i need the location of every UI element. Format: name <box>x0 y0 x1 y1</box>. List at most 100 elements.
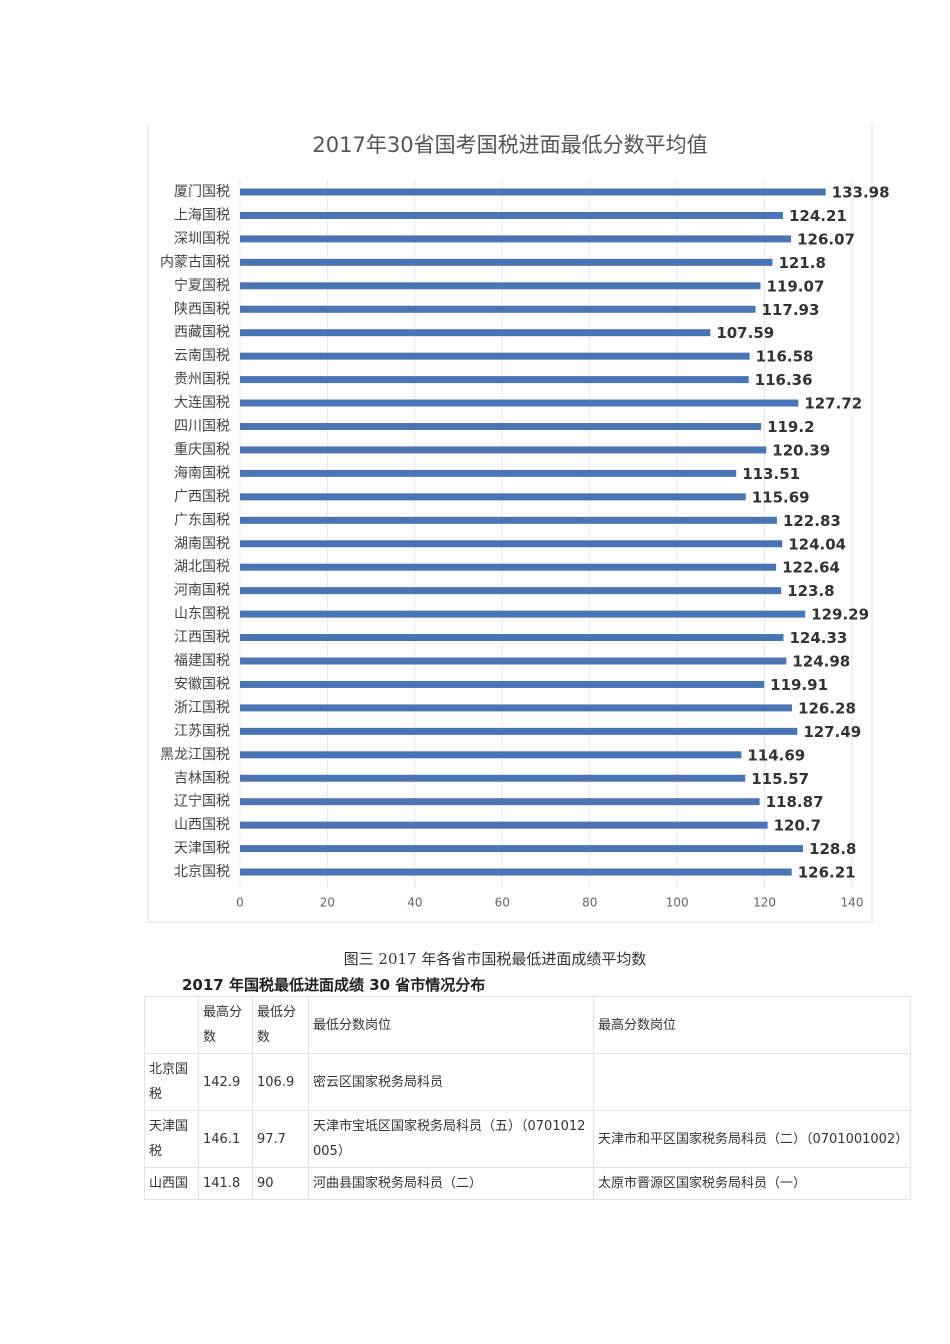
y-tick-label: 福建国税 <box>174 653 230 669</box>
chart: 2017年30省国考国税进面最低分数平均值 0 20 40 60 80 100 120 140… <box>147 125 890 923</box>
y-tick-label: 广西国税 <box>174 489 230 505</box>
y-tick-label: 山西国税 <box>174 817 230 833</box>
value-label: 127.49 <box>803 723 861 741</box>
y-tick-label: 深圳国税 <box>174 231 230 247</box>
y-tick-label: 浙江国税 <box>174 700 230 716</box>
bar <box>240 305 756 313</box>
header-cell: 最高分数 <box>198 996 253 1054</box>
value-label: 123.8 <box>787 582 834 600</box>
bar <box>240 657 787 665</box>
value-label: 127.72 <box>804 395 862 413</box>
y-tick-label: 宁夏国税 <box>174 277 230 294</box>
header-cell: 最高分数岗位 <box>593 996 911 1054</box>
bar <box>240 587 782 595</box>
y-tick-label: 湖南国税 <box>174 536 230 552</box>
x-tick-label: 120 <box>753 896 776 910</box>
value-label: 124.04 <box>788 535 846 553</box>
x-tick-label: 140 <box>841 896 864 910</box>
y-tick-label: 陕西国税 <box>174 301 230 317</box>
y-tick-label: 四川国税 <box>174 419 230 435</box>
y-tick-label: 内蒙古国税 <box>160 254 230 270</box>
bar <box>240 282 761 290</box>
bar <box>240 704 793 712</box>
cell: 106.9 <box>252 1053 309 1111</box>
value-label: 118.87 <box>766 793 824 811</box>
chart-title: 2017年30省国考国税进面最低分数平均值 <box>312 133 707 157</box>
y-tick-label: 大连国税 <box>174 395 230 411</box>
value-label: 117.93 <box>762 301 820 319</box>
bar <box>240 821 768 829</box>
bar <box>240 399 799 407</box>
cell <box>144 996 199 1054</box>
header-cell: 最低分数 <box>252 996 309 1054</box>
bar <box>240 211 783 219</box>
x-tick-label: 20 <box>320 896 335 910</box>
value-label: 129.29 <box>811 606 869 624</box>
value-label: 116.58 <box>756 348 814 366</box>
value-label: 119.91 <box>770 676 828 694</box>
x-tick-label: 60 <box>495 896 510 910</box>
value-label: 126.21 <box>798 864 856 882</box>
cell: 太原市晋源区国家税务局科员（一） <box>593 1167 911 1200</box>
cell: 天津国税 <box>144 1110 199 1168</box>
bar <box>240 634 784 642</box>
value-label: 124.21 <box>789 207 847 225</box>
bar <box>240 845 804 853</box>
y-tick-label: 辽宁国税 <box>174 793 230 810</box>
y-tick-label: 山东国税 <box>174 606 230 622</box>
cell: 97.7 <box>252 1110 309 1168</box>
cell: 天津市宝坻区国家税务局科员（五）（0701012005） <box>308 1110 594 1168</box>
y-tick-label: 江苏国税 <box>174 723 230 739</box>
x-tick-label: 100 <box>666 896 689 910</box>
y-tick-label: 河南国税 <box>174 583 230 599</box>
value-label: 124.33 <box>789 629 847 647</box>
value-label: 122.83 <box>783 512 841 530</box>
cell: 146.1 <box>198 1110 253 1168</box>
subtitle: 2017 年国税最低进面成绩 30 省市情况分布 <box>182 976 486 994</box>
cell: 河曲县国家税务局科员（二） <box>308 1167 594 1200</box>
value-label: 116.36 <box>755 371 813 389</box>
value-label: 115.69 <box>752 488 810 506</box>
bar <box>240 563 777 571</box>
bar <box>240 446 767 454</box>
cell: 90 <box>252 1167 309 1200</box>
row: 北京国税 142.9 106.9 密云区国家税务局科员 <box>144 1053 911 1111</box>
row: 山西国 141.8 90 河曲县国家税务局科员（二） 太原市晋源区国家税务局科员… <box>144 1167 911 1200</box>
bar <box>240 727 798 735</box>
value-label: 126.28 <box>798 699 856 717</box>
value-label: 120.39 <box>772 441 830 459</box>
bar <box>240 329 711 337</box>
cell: 山西国 <box>144 1167 199 1200</box>
y-tick-label: 北京国税 <box>174 864 230 880</box>
cell: 141.8 <box>198 1167 253 1200</box>
y-tick-label: 广东国税 <box>174 512 230 528</box>
value-label: 126.07 <box>797 230 855 248</box>
y-tick-label: 湖北国税 <box>174 559 230 575</box>
bar <box>240 774 746 782</box>
bar <box>240 469 737 477</box>
y-tick-label: 江西国税 <box>174 630 230 646</box>
bar <box>240 540 783 548</box>
x-tick-label: 40 <box>407 896 422 910</box>
value-label: 119.2 <box>767 418 814 436</box>
y-tick-label: 黑龙江国税 <box>160 747 230 763</box>
bar <box>240 610 806 618</box>
value-label: 119.07 <box>767 277 825 295</box>
header-row: 最高分数 最低分数 最低分数岗位 最高分数岗位 <box>144 996 911 1054</box>
value-label: 107.59 <box>716 324 774 342</box>
y-tick-label: 西藏国税 <box>174 325 230 341</box>
bar <box>240 258 773 266</box>
y-tick-label: 云南国税 <box>174 348 230 364</box>
bar <box>240 376 749 384</box>
x-tick-label: 0 <box>236 896 244 910</box>
bar <box>240 798 760 806</box>
bar <box>240 751 742 759</box>
table: 最高分数 最低分数 最低分数岗位 最高分数岗位 北京国税 142.9 106.9… <box>144 996 911 1200</box>
header-cell: 最低分数岗位 <box>308 996 594 1054</box>
bar <box>240 680 765 688</box>
y-tick-label: 厦门国税 <box>174 184 230 200</box>
y-tick-label: 贵州国税 <box>174 372 230 388</box>
y-tick-label: 上海国税 <box>174 207 230 223</box>
value-label: 124.98 <box>792 653 850 671</box>
